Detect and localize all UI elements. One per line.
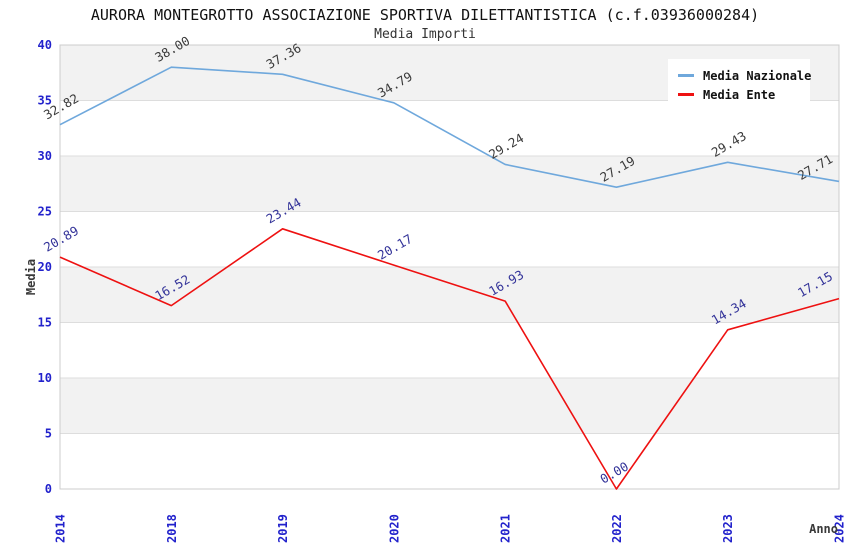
y-tick-label: 40 <box>38 38 52 52</box>
legend-item-media-nazionale: Media Nazionale <box>678 66 812 85</box>
legend-label-media-nazionale: Media Nazionale <box>703 68 812 83</box>
y-tick-label: 35 <box>38 94 52 108</box>
y-tick-label: 20 <box>38 260 52 274</box>
plot-band <box>60 322 839 378</box>
x-tick-label: 2020 <box>387 514 401 543</box>
y-tick-label: 5 <box>45 427 52 441</box>
plot-border <box>59 44 840 490</box>
y-tick-label: 25 <box>38 205 52 219</box>
x-axis-title: Anno <box>809 522 838 536</box>
x-tick-label: 2021 <box>499 514 513 543</box>
y-tick-label: 30 <box>38 149 52 163</box>
x-tick-label: 2018 <box>165 514 179 543</box>
series-line-media-nazionale <box>59 66 840 188</box>
plot-band <box>60 211 839 267</box>
legend-swatch-media-nazionale-icon <box>678 74 694 77</box>
x-tick-label: 2019 <box>276 514 290 543</box>
y-tick-label: 15 <box>38 316 52 330</box>
series-line-media-ente <box>59 228 840 490</box>
x-tick-label: 2023 <box>721 514 735 543</box>
y-tick-label: 0 <box>45 482 52 496</box>
legend-item-media-ente: Media Ente <box>678 85 810 104</box>
plot-band <box>60 267 839 323</box>
legend-swatch-media-ente-icon <box>678 93 694 96</box>
legend-label-media-ente: Media Ente <box>703 87 776 102</box>
x-tick-label: 2014 <box>54 514 68 543</box>
legend: Media Nazionale Media Ente <box>668 59 812 111</box>
y-tick-label: 10 <box>38 371 52 385</box>
y-axis-title: Media <box>24 258 38 296</box>
plot-band <box>60 156 839 212</box>
plot-band <box>60 433 839 489</box>
chart-subtitle: Media Importi <box>374 27 476 42</box>
chart-title: AURORA MONTEGROTTO ASSOCIAZIONE SPORTIVA… <box>90 6 760 24</box>
x-tick-label: 2024 <box>833 514 847 543</box>
plot-band <box>60 378 839 434</box>
x-tick-label: 2022 <box>610 514 624 543</box>
